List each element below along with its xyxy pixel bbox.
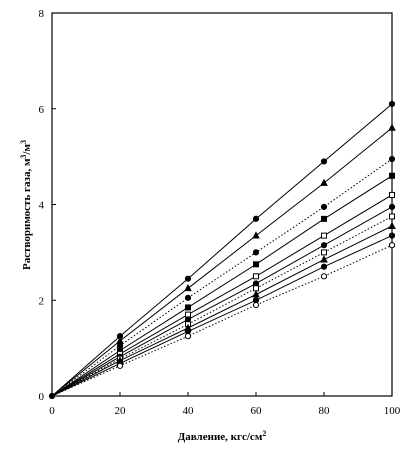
data-point [320, 178, 328, 186]
data-point [388, 221, 396, 229]
data-point [389, 213, 395, 220]
data-point [320, 273, 328, 280]
series-9 [51, 232, 396, 397]
series-4 [51, 172, 395, 397]
data-point [184, 275, 192, 282]
series-line [51, 206, 393, 397]
data-point [253, 273, 259, 280]
data-point [389, 191, 395, 198]
series-line [51, 235, 393, 397]
data-point [252, 290, 260, 298]
data-point [253, 285, 259, 292]
y-tick-label: 2 [39, 295, 45, 307]
data-point [320, 158, 328, 165]
series-line [51, 127, 393, 397]
x-tick-label: 100 [384, 405, 401, 417]
data-point [252, 301, 260, 309]
x-tick-label: 60 [251, 405, 263, 417]
series-1 [51, 100, 396, 397]
x-tick-label: 20 [115, 405, 127, 417]
series-10 [51, 242, 396, 397]
data-point [184, 294, 192, 301]
data-point [320, 242, 328, 249]
data-point [388, 203, 396, 210]
data-point [252, 249, 260, 256]
data-point [389, 172, 395, 179]
y-tick-label: 4 [39, 200, 45, 212]
data-point [321, 249, 327, 256]
series-3 [51, 155, 396, 397]
series-line [51, 103, 393, 397]
data-point [320, 203, 328, 210]
series-6 [51, 203, 396, 397]
ticks-layer: 0 20 40 60 80 100 0 2 4 6 8 [39, 8, 401, 417]
data-point [388, 155, 396, 163]
data-point [116, 362, 124, 369]
series-layer [48, 100, 396, 400]
data-point [388, 123, 396, 131]
y-tick-label: 8 [39, 8, 45, 20]
y-axis-title: Растворимость газа, м3/м3 [19, 140, 33, 270]
series-line [51, 194, 393, 397]
data-point [388, 242, 396, 249]
data-point [320, 263, 328, 270]
plot-frame [51, 12, 393, 397]
data-point [185, 304, 191, 311]
series-8 [51, 221, 396, 397]
x-tick-label: 0 [49, 405, 55, 417]
data-point [321, 215, 327, 222]
x-tick-label: 40 [183, 405, 195, 417]
data-point [321, 232, 327, 239]
data-point [252, 231, 260, 239]
x-axis-title: Давление, кгс/см2 [178, 429, 267, 443]
y-tick-label: 0 [39, 391, 45, 403]
y-tick-label: 6 [39, 104, 45, 116]
series-line [51, 225, 393, 397]
series-line [51, 158, 393, 397]
series-line [51, 175, 393, 397]
data-point [184, 333, 192, 340]
x-tick-label: 80 [319, 405, 331, 417]
series-2 [51, 123, 396, 397]
series-5 [51, 191, 395, 397]
data-point [184, 284, 192, 292]
data-point [320, 255, 328, 263]
series-line [51, 244, 393, 397]
data-point [388, 100, 396, 108]
data-point [388, 232, 396, 239]
data-point [252, 215, 260, 222]
data-point [253, 261, 259, 268]
